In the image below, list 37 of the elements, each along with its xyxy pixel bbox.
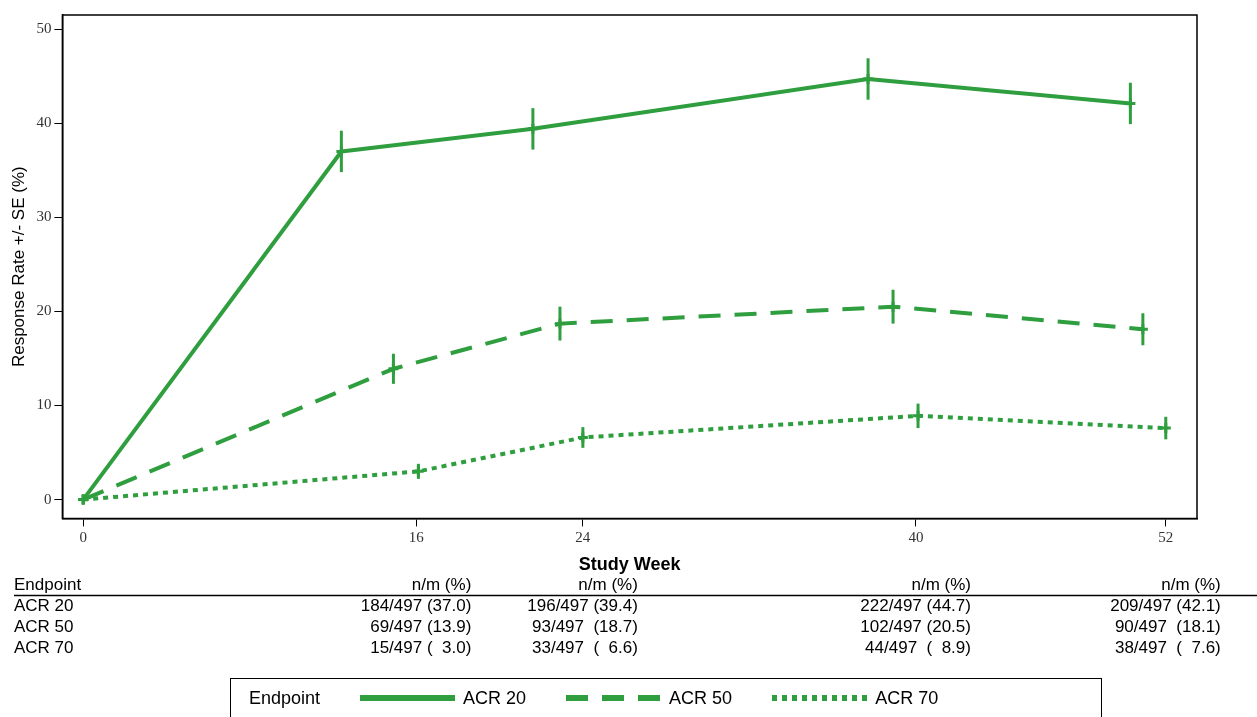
text: 33/497 ( 6.6) <box>532 638 638 658</box>
text: 102/497 (20.5) <box>860 617 971 637</box>
text: 38/497 ( 7.6) <box>1114 638 1221 658</box>
x-axis-title: Study Week <box>578 554 682 575</box>
text: ACR 70 <box>14 638 74 658</box>
x-tick-label: 0 <box>79 529 87 546</box>
text: 222/497 (44.7) <box>860 596 971 616</box>
text: 44/497 ( 8.9) <box>865 638 971 658</box>
text: n/m (%) <box>411 575 472 595</box>
text: 209/497 (42.1) <box>1110 596 1221 616</box>
x-tick-label: 40 <box>908 529 924 546</box>
y-tick-label: 40 <box>36 114 52 131</box>
text: 90/497 (18.1) <box>1114 617 1221 637</box>
y-tick-label: 0 <box>43 490 52 507</box>
x-tick-label: 16 <box>408 529 425 546</box>
text: ACR 50 <box>14 617 74 637</box>
legend-label: ACR 50 <box>669 687 733 709</box>
text: 69/497 (13.9) <box>370 617 472 637</box>
text: n/m (%) <box>911 575 971 595</box>
text: n/m (%) <box>578 575 638 595</box>
legend-title: Endpoint <box>249 687 321 709</box>
y-tick-label: 20 <box>36 302 52 319</box>
text: ACR 20 <box>14 596 74 616</box>
x-tick-label: 24 <box>575 529 591 546</box>
legend-label: ACR 70 <box>875 687 939 709</box>
text: n/m (%) <box>1161 575 1221 595</box>
text: 93/497 (18.7) <box>532 617 638 637</box>
legend-label: ACR 20 <box>463 687 527 709</box>
x-tick-label: 52 <box>1158 529 1174 546</box>
y-tick-label: 10 <box>36 396 52 413</box>
text: 15/497 ( 3.0) <box>370 638 472 658</box>
y-axis-title: Response Rate +/- SE (%) <box>8 166 28 368</box>
text: Endpoint <box>14 575 82 595</box>
y-tick-label: 50 <box>36 20 52 37</box>
text: 196/497 (39.4) <box>527 596 638 616</box>
y-tick-label: 30 <box>36 208 52 225</box>
text: 184/497 (37.0) <box>360 596 472 616</box>
